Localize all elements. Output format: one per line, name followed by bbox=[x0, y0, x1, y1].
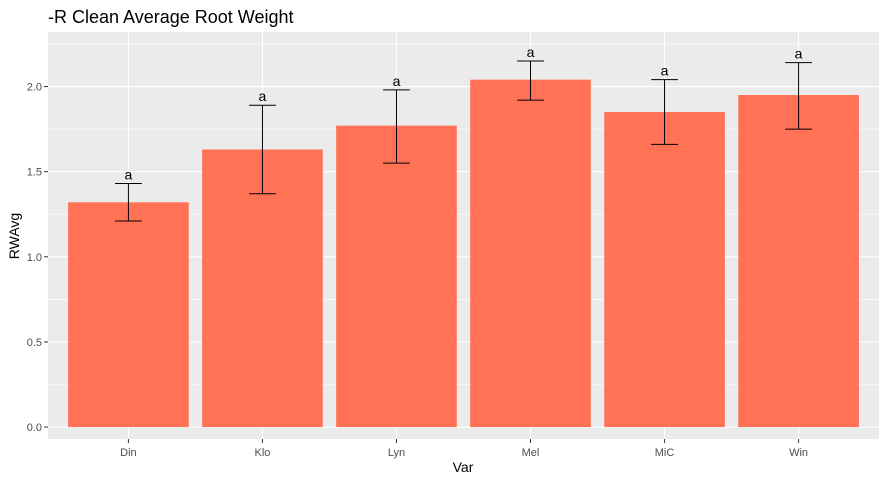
bar-mic bbox=[604, 112, 725, 428]
significance-letter: a bbox=[259, 88, 267, 104]
x-axis: Din Klo Lyn Mel MiC Win bbox=[120, 439, 808, 459]
chart-title: -R Clean Average Root Weight bbox=[48, 7, 293, 27]
bar-lyn bbox=[336, 125, 457, 428]
y-tick-label: 1.0 bbox=[27, 252, 42, 264]
x-tick-label: Win bbox=[789, 447, 808, 459]
significance-labels: a a a a a a bbox=[125, 44, 803, 183]
x-tick-label: Din bbox=[120, 447, 137, 459]
bar-klo bbox=[202, 149, 323, 428]
bars bbox=[68, 79, 859, 428]
y-tick-label: 2.0 bbox=[27, 81, 42, 93]
bar-win bbox=[738, 95, 859, 428]
error-bar bbox=[249, 104, 276, 195]
error-bar bbox=[115, 183, 142, 222]
y-axis: 0.0 0.5 1.0 1.5 2.0 bbox=[27, 81, 48, 434]
x-tick-label: Klo bbox=[254, 447, 270, 459]
error-bars bbox=[115, 60, 812, 222]
x-tick-label: Lyn bbox=[388, 447, 405, 459]
y-tick-label: 1.5 bbox=[27, 167, 42, 179]
y-tick-label: 0.0 bbox=[27, 422, 42, 434]
error-bar bbox=[517, 60, 544, 101]
significance-letter: a bbox=[795, 46, 803, 62]
significance-letter: a bbox=[661, 63, 669, 79]
y-tick-label: 0.5 bbox=[27, 337, 42, 349]
significance-letter: a bbox=[393, 73, 401, 89]
x-axis-title: Var bbox=[453, 459, 474, 475]
x-tick-label: Mel bbox=[522, 447, 540, 459]
significance-letter: a bbox=[527, 44, 535, 60]
x-tick-label: MiC bbox=[655, 447, 675, 459]
significance-letter: a bbox=[125, 167, 133, 183]
error-bar bbox=[785, 62, 812, 130]
error-bar bbox=[651, 79, 678, 145]
y-axis-title: RWAvg bbox=[6, 213, 22, 259]
bar-mel bbox=[470, 79, 591, 428]
bar-din bbox=[68, 202, 189, 428]
error-bar bbox=[383, 89, 410, 164]
